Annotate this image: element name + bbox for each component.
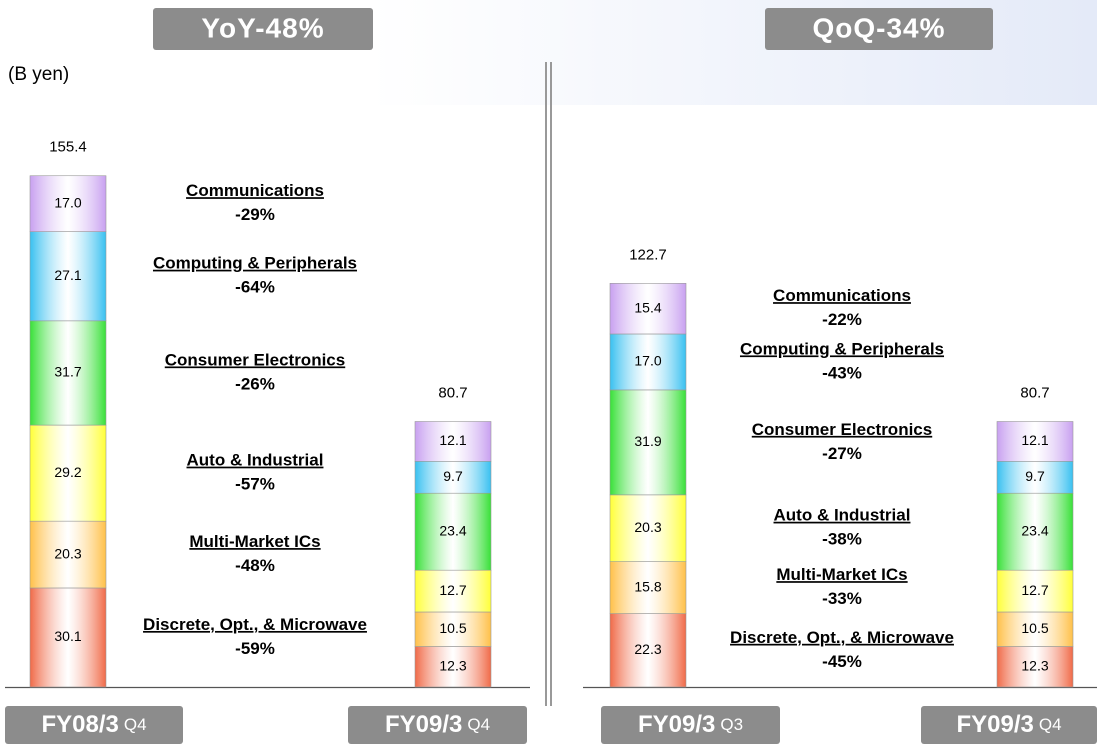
total-label: 80.7: [1020, 384, 1049, 401]
value-label: 12.1: [439, 432, 466, 448]
x-tick-label: FY08/3 Q4: [41, 711, 146, 738]
legend-name: Computing & Peripherals: [153, 254, 357, 273]
value-label: 27.1: [54, 267, 81, 283]
legend-name: Auto & Industrial: [774, 506, 911, 525]
bar-segment: [414, 611, 492, 647]
bar-segment: [996, 611, 1074, 647]
quarter-name: Q3: [720, 715, 743, 734]
legend-name: Auto & Industrial: [187, 451, 324, 470]
legend-name: Computing & Peripherals: [740, 339, 944, 358]
value-label: 31.9: [634, 433, 661, 449]
bar-segment: [414, 421, 492, 462]
bar-segment: [29, 520, 107, 589]
value-label: 20.3: [54, 545, 81, 561]
category-box: [348, 706, 527, 744]
value-label: 23.4: [439, 522, 466, 538]
value-label: 15.4: [634, 299, 661, 315]
title-box: [153, 8, 373, 50]
value-label: 10.5: [439, 620, 466, 636]
change-label: -38%: [822, 530, 862, 549]
unit-label: (B yen): [8, 64, 69, 85]
x-tick-label: FY09/3 Q4: [385, 711, 490, 738]
value-label: 9.7: [1025, 468, 1045, 484]
value-label: 20.3: [634, 519, 661, 535]
change-label: -22%: [822, 310, 862, 329]
category-name: FY09/3: [385, 711, 462, 738]
value-label: 15.8: [634, 578, 661, 594]
change-label: -43%: [822, 363, 862, 382]
legend-name: Discrete, Opt., & Microwave: [730, 628, 954, 647]
bar-segment: [996, 461, 1074, 494]
category-box: [921, 706, 1097, 744]
bar-segment: [609, 389, 687, 496]
change-label: -48%: [235, 556, 275, 575]
x-tick-label: FY09/3 Q3: [638, 711, 743, 738]
legend-name: Consumer Electronics: [752, 420, 932, 439]
bar-segment: [414, 492, 492, 571]
category-name: FY09/3: [638, 711, 715, 738]
bar-segment: [29, 587, 107, 688]
value-label: 12.7: [1021, 582, 1048, 598]
bar-segment: [609, 494, 687, 562]
bar-segment: [414, 569, 492, 613]
total-label: 122.7: [629, 246, 667, 263]
legend-name: Communications: [773, 286, 911, 305]
bar-segment: [29, 175, 107, 232]
change-label: -27%: [822, 444, 862, 463]
bar-segment: [609, 283, 687, 335]
value-label: 12.3: [439, 657, 466, 673]
category-name: FY09/3: [956, 711, 1033, 738]
category-box: [601, 706, 780, 744]
total-label: 155.4: [49, 139, 87, 156]
title-box: [765, 8, 993, 50]
legend-name: Consumer Electronics: [165, 350, 345, 369]
bar-segment: [609, 561, 687, 614]
legend-name: Communications: [186, 181, 324, 200]
bar-segment: [609, 613, 687, 688]
bar-segment: [414, 461, 492, 494]
value-label: 30.1: [54, 628, 81, 644]
value-label: 31.7: [54, 364, 81, 380]
change-label: -33%: [822, 589, 862, 608]
bar-segment: [609, 333, 687, 391]
value-label: 10.5: [1021, 620, 1048, 636]
chart-title: QoQ-34%: [812, 12, 945, 43]
quarter-name: Q4: [1039, 715, 1062, 734]
value-label: 12.1: [1021, 432, 1048, 448]
legend-name: Discrete, Opt., & Microwave: [143, 615, 367, 634]
category-box: [5, 706, 183, 744]
change-label: -45%: [822, 652, 862, 671]
value-label: 12.3: [1021, 657, 1048, 673]
change-label: -57%: [235, 475, 275, 494]
quarter-name: Q4: [124, 715, 147, 734]
value-label: 22.3: [634, 641, 661, 657]
legend-name: Multi-Market ICs: [189, 532, 320, 551]
value-label: 17.0: [634, 353, 661, 369]
total-label: 80.7: [438, 384, 467, 401]
change-label: -26%: [235, 374, 275, 393]
value-label: 17.0: [54, 194, 81, 210]
value-label: 12.7: [439, 582, 466, 598]
bar-segment: [996, 492, 1074, 571]
change-label: -29%: [235, 205, 275, 224]
bar-segment: [29, 424, 107, 522]
value-label: 29.2: [54, 464, 81, 480]
category-name: FY08/3: [41, 711, 118, 738]
bar-segment: [414, 646, 492, 688]
bar-segment: [996, 646, 1074, 688]
quarter-name: Q4: [467, 715, 490, 734]
x-tick-label: FY09/3 Q4: [956, 711, 1061, 738]
bar-segment: [996, 421, 1074, 462]
value-label: 23.4: [1021, 522, 1048, 538]
bar-segment: [996, 569, 1074, 613]
legend-name: Multi-Market ICs: [776, 565, 907, 584]
change-label: -59%: [235, 639, 275, 658]
change-label: -64%: [235, 278, 275, 297]
chart-title: YoY-48%: [201, 12, 324, 43]
value-label: 9.7: [443, 468, 463, 484]
